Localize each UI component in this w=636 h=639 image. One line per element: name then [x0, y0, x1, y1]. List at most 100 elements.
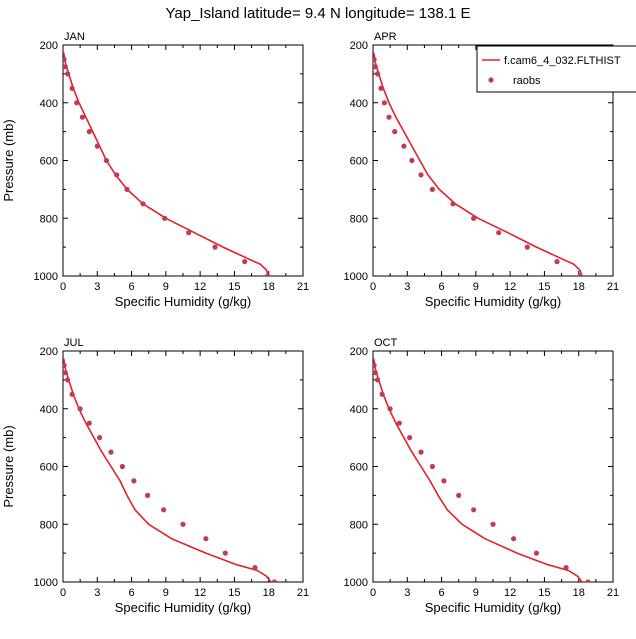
x-tick-label: 15	[538, 587, 550, 599]
y-tick-label: 200	[40, 346, 58, 358]
panel-apr: APR 0 3 6 9 12 15 18 21 200 400 600 800 1000 Specific …	[344, 31, 620, 309]
legend-box	[476, 45, 636, 93]
y-tick-label: 800	[40, 213, 58, 225]
raobs-point	[162, 215, 168, 221]
raobs-point	[252, 565, 258, 571]
x-tick-label: 21	[297, 281, 309, 293]
x-tick-label: 21	[607, 281, 619, 293]
raobs-point	[69, 85, 75, 91]
plot-data	[373, 52, 583, 276]
x-axis-label: Specific Humidity (g/kg)	[115, 294, 252, 309]
raobs-point	[386, 114, 392, 120]
raobs-point	[180, 521, 186, 527]
raobs-point	[63, 64, 68, 70]
raobs-point	[63, 56, 67, 62]
raobs-point	[375, 377, 381, 383]
y-tick-label: 1000	[344, 271, 368, 283]
raobs-point	[86, 420, 92, 426]
raobs-point	[429, 463, 435, 470]
x-tick-label: 9	[163, 587, 169, 599]
x-axis-label: Specific Humidity (g/kg)	[115, 600, 252, 615]
x-tick-label: 6	[439, 587, 445, 599]
x-tick-label: 18	[573, 587, 585, 599]
raobs-point	[373, 64, 378, 70]
raobs-point	[429, 186, 435, 192]
x-tick-label: 0	[370, 281, 376, 293]
x-tick-label: 15	[228, 587, 240, 599]
panel-label: APR	[374, 31, 397, 43]
x-tick-label: 12	[194, 281, 206, 293]
raobs-point	[97, 435, 103, 441]
raobs-point	[396, 420, 402, 426]
x-tick-label: 21	[297, 587, 309, 599]
raobs-point	[418, 449, 424, 455]
x-tick-label: 6	[439, 281, 445, 293]
model-series-line	[373, 358, 583, 582]
raobs-point	[131, 478, 137, 484]
y-axis-label: Pressure (mb)	[1, 119, 16, 201]
x-tick-label: 0	[60, 587, 66, 599]
panel-oct: OCT 0 3 6 9 12 15 18 21 200 400 600 800 1000 Specific …	[344, 337, 620, 615]
raobs-point	[563, 565, 569, 571]
raobs-point	[375, 71, 381, 77]
x-tick-label: 12	[194, 587, 206, 599]
x-tick-label: 3	[94, 281, 100, 293]
y-tick-label: 200	[40, 40, 58, 52]
x-tick-label: 15	[538, 281, 550, 293]
raobs-point	[577, 273, 583, 276]
x-tick-label: 9	[163, 281, 169, 293]
x-tick-label: 6	[129, 281, 135, 293]
x-tick-label: 6	[129, 587, 135, 599]
raobs-point	[378, 85, 384, 91]
raobs-point	[271, 579, 277, 582]
x-axis-label: Specific Humidity (g/kg)	[425, 600, 562, 615]
plot-data	[373, 358, 591, 582]
y-tick-label: 1000	[34, 271, 58, 283]
x-tick-label: 18	[573, 281, 585, 293]
x-tick-label: 3	[404, 281, 410, 293]
raobs-point	[585, 579, 591, 582]
raobs-point	[124, 186, 130, 192]
plot-frame	[62, 44, 304, 277]
x-tick-label: 0	[60, 281, 66, 293]
y-tick-label: 800	[350, 213, 368, 225]
y-tick-label: 600	[350, 462, 368, 474]
raobs-point	[161, 507, 167, 513]
x-tick-label: 12	[504, 281, 516, 293]
raobs-point	[496, 230, 502, 236]
raobs-point	[119, 463, 125, 470]
y-tick-label: 200	[350, 346, 368, 358]
x-tick-label: 3	[404, 587, 410, 599]
plot-frame	[372, 350, 614, 583]
plot-data	[63, 358, 277, 582]
raobs-point	[409, 157, 415, 164]
raobs-point	[379, 391, 385, 397]
raobs-point	[471, 215, 477, 221]
panel-label: JAN	[64, 31, 85, 43]
x-tick-label: 0	[370, 587, 376, 599]
raobs-point	[203, 536, 209, 542]
legend-label: f.cam6_4_032.FLTHIST	[504, 55, 621, 67]
raobs-point	[140, 201, 146, 207]
y-tick-label: 400	[40, 98, 58, 110]
raobs-point	[407, 435, 413, 441]
raobs-point	[510, 536, 517, 542]
raobs-point	[533, 550, 540, 556]
raobs-point	[401, 143, 407, 149]
figure-title: Yap_Island latitude= 9.4 N longitude= 13…	[166, 5, 471, 22]
x-tick-label: 12	[504, 587, 516, 599]
y-tick-label: 1000	[344, 577, 368, 589]
raobs-point	[65, 377, 71, 383]
raobs-point	[145, 492, 151, 498]
raobs-point	[373, 370, 378, 376]
x-tick-label: 21	[607, 587, 619, 599]
raobs-point	[381, 100, 387, 106]
panel-jul: JUL 0 3 6 9 12 15 18 21 200 400 600 800 1000 Specific …	[1, 337, 309, 615]
raobs-point	[63, 362, 67, 368]
raobs-point	[373, 362, 377, 368]
raobs-point	[554, 259, 560, 265]
raobs-point	[103, 157, 109, 164]
raobs-point	[265, 273, 271, 276]
raobs-point	[65, 71, 71, 77]
